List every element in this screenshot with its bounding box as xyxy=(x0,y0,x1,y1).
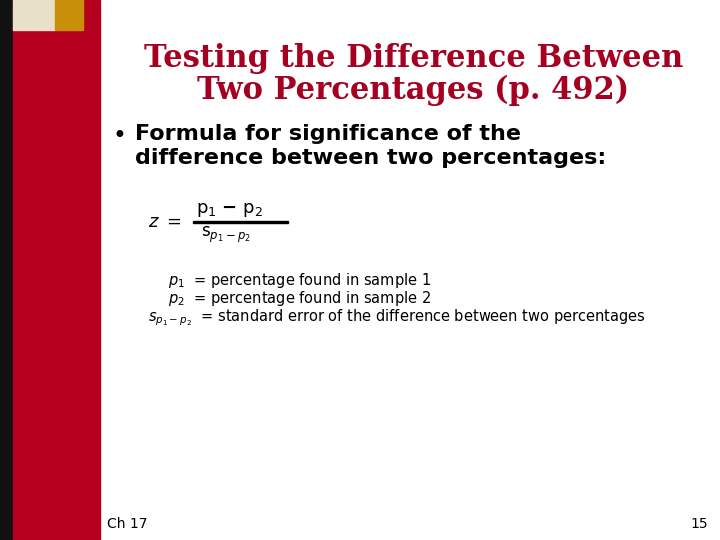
Bar xyxy=(55,0,83,30)
Text: 15: 15 xyxy=(690,517,708,531)
Text: $p_2$  = percentage found in sample 2: $p_2$ = percentage found in sample 2 xyxy=(168,289,431,308)
Text: $p_1$  = percentage found in sample 1: $p_1$ = percentage found in sample 1 xyxy=(168,271,431,289)
Text: $\mathregular{s}_{p_1-p_2}$: $\mathregular{s}_{p_1-p_2}$ xyxy=(201,225,251,245)
Text: •: • xyxy=(112,124,126,148)
Bar xyxy=(0,0,13,540)
Bar xyxy=(13,0,55,30)
Text: Formula for significance of the: Formula for significance of the xyxy=(135,124,521,144)
Text: difference between two percentages:: difference between two percentages: xyxy=(135,148,606,168)
Text: $\mathregular{p}_1\ \mathbf{-}\ \mathregular{p}_2$: $\mathregular{p}_1\ \mathbf{-}\ \mathreg… xyxy=(196,201,264,219)
FancyArrow shape xyxy=(193,221,288,222)
Text: $z\ =$: $z\ =$ xyxy=(148,213,182,231)
Text: $s_{p_1-p_2}$  = standard error of the difference between two percentages: $s_{p_1-p_2}$ = standard error of the di… xyxy=(148,308,646,328)
Text: Ch 17: Ch 17 xyxy=(107,517,148,531)
Text: Testing the Difference Between: Testing the Difference Between xyxy=(144,43,683,73)
Bar xyxy=(13,0,100,540)
Text: Two Percentages (p. 492): Two Percentages (p. 492) xyxy=(197,75,629,106)
